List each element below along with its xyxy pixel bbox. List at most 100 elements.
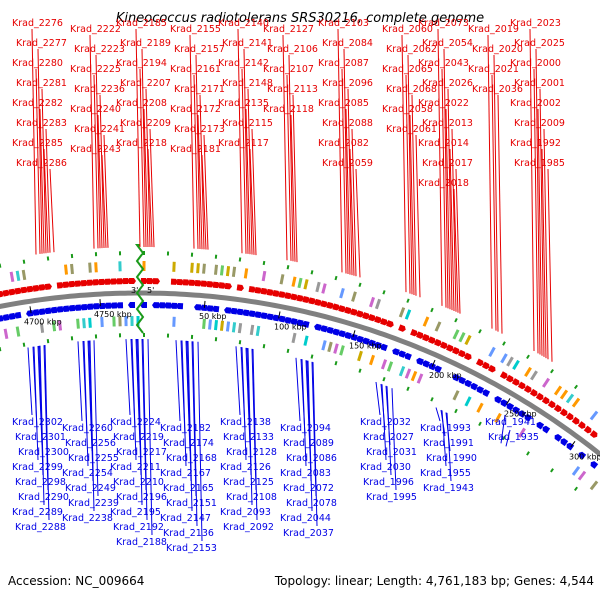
- plus-gene-arrow: [38, 284, 46, 291]
- leader-line: [49, 168, 55, 253]
- minus-gene-arrow: [428, 362, 436, 371]
- leader-line: [147, 148, 153, 248]
- marker-dot: [574, 384, 578, 390]
- plus-gene-label: Krad_2172: [170, 104, 221, 115]
- plus-gene-arrow: [290, 293, 298, 301]
- minus-gene-label: Krad_2126: [220, 462, 271, 473]
- minus-gene-arrow: [476, 386, 485, 394]
- plus-gene-label: Krad_2021: [468, 64, 519, 75]
- leader-line: [142, 338, 148, 521]
- marker-dot: [94, 334, 98, 339]
- minus-gene-arrow: [62, 305, 70, 312]
- minus-gene-label: Krad_2182: [160, 423, 211, 434]
- marker-dot: [574, 486, 578, 492]
- leader-line: [445, 108, 451, 310]
- leader-line: [235, 346, 241, 416]
- feature-mark: [530, 370, 538, 381]
- leader-line: [375, 381, 381, 416]
- minus-gene-arrow: [554, 433, 563, 442]
- leader-line: [43, 148, 49, 253]
- leader-line: [441, 410, 447, 467]
- feature-mark: [452, 390, 460, 401]
- plus-gene-label: Krad_2140: [218, 18, 269, 29]
- minus-gene-arrow: [518, 410, 527, 418]
- plus-gene-arrow: [446, 344, 454, 352]
- plus-gene-label: Krad_2043: [418, 58, 469, 69]
- plus-gene-label: Krad_2022: [418, 98, 469, 109]
- feature-mark: [172, 261, 176, 272]
- feature-mark: [577, 470, 587, 481]
- plus-gene-label: Krad_2020: [472, 44, 523, 55]
- feature-mark: [464, 334, 472, 346]
- plus-gene-arrow: [541, 396, 550, 405]
- feature-mark: [21, 269, 27, 281]
- minus-gene-label: Krad_2032: [360, 417, 411, 428]
- leader-line: [343, 48, 349, 275]
- plus-gene-arrow: [8, 288, 16, 296]
- axis-tick: [278, 311, 281, 319]
- axis-tick: [570, 441, 576, 448]
- plus-gene-label: Krad_2054: [422, 38, 473, 49]
- plus-gene-label: Krad_2062: [386, 44, 437, 55]
- minus-gene-arrow: [350, 333, 358, 342]
- plus-gene-arrow: [440, 341, 448, 350]
- leader-line: [103, 134, 109, 248]
- leader-line: [27, 347, 33, 416]
- leader-line: [243, 48, 249, 254]
- marker-dot: [478, 421, 482, 427]
- plus-gene-label: Krad_2014: [418, 138, 469, 149]
- feature-mark: [512, 359, 520, 370]
- plus-gene-label: Krad_2025: [514, 38, 565, 49]
- feature-mark: [225, 265, 231, 277]
- plus-gene-label: Krad_2013: [422, 118, 473, 129]
- marker-dot: [502, 435, 506, 441]
- minus-gene-arrow: [164, 302, 172, 309]
- minus-gene-arrow: [260, 312, 268, 320]
- plus-gene-label: Krad_2103: [318, 18, 369, 29]
- feature-mark: [291, 332, 297, 344]
- leader-line: [539, 88, 545, 357]
- feature-mark: [589, 410, 599, 421]
- leader-line: [145, 88, 151, 248]
- minus-gene-label: Krad_2255: [68, 453, 119, 464]
- minus-gene-label: Krad_2298: [15, 477, 66, 488]
- leader-line: [487, 34, 493, 329]
- minus-gene-label: Krad_2219: [113, 432, 164, 443]
- plus-gene-label: Krad_2019: [468, 24, 519, 35]
- minus-gene-label: Krad_2136: [163, 528, 214, 539]
- plus-gene-arrow: [565, 412, 574, 421]
- minus-gene-arrow: [206, 305, 214, 312]
- feature-mark: [237, 322, 243, 334]
- plus-gene-arrow: [224, 282, 232, 290]
- marker-dot: [166, 251, 170, 256]
- plus-gene-label: Krad_2084: [322, 38, 373, 49]
- minus-gene-arrow: [374, 341, 382, 350]
- minus-gene-arrow: [86, 303, 94, 310]
- minus-gene-arrow: [56, 306, 64, 313]
- minus-gene-arrow: [272, 314, 280, 322]
- plus-gene-arrow: [2, 289, 10, 297]
- axis-tick: [29, 306, 32, 314]
- leader-line: [411, 94, 417, 296]
- plus-gene-label: Krad_2141: [222, 38, 273, 49]
- genome-summary: Topology: linear; Length: 4,761,183 bp; …: [274, 574, 594, 588]
- leader-line: [341, 68, 347, 274]
- minus-gene-arrow: [116, 302, 124, 309]
- leader-line: [491, 74, 497, 331]
- plus-gene-arrow: [308, 297, 316, 305]
- plus-gene-label: Krad_2161: [170, 64, 221, 75]
- plus-gene-arrow: [320, 300, 328, 308]
- feature-mark: [64, 264, 68, 275]
- minus-gene-label: Krad_2188: [116, 537, 167, 548]
- feature-mark: [225, 321, 231, 332]
- plus-gene-arrow: [170, 278, 178, 285]
- feature-mark: [559, 389, 569, 400]
- leader-line: [201, 154, 207, 250]
- leader-line: [97, 114, 103, 249]
- plus-gene-arrow: [182, 279, 190, 286]
- marker-dot: [430, 307, 434, 313]
- feature-mark: [476, 402, 484, 413]
- marker-dot: [0, 263, 2, 268]
- marker-dot: [382, 376, 386, 382]
- axis-tick-label: 200 kbp: [429, 371, 462, 380]
